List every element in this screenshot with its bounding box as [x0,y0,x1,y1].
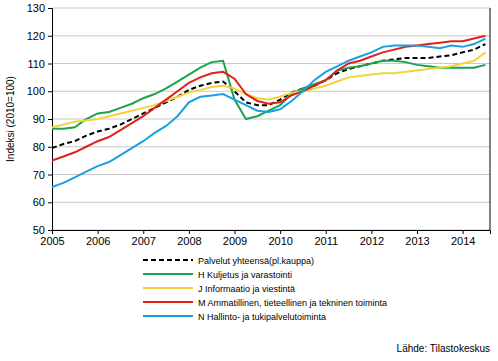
y-tick-mark [48,91,52,92]
legend-label: H Kuljetus ja varastointi [198,270,292,280]
x-tick-mark [326,230,327,234]
x-tick-label: 2006 [86,235,110,247]
x-tick-label: 2013 [405,235,429,247]
frame [490,8,491,230]
y-tick: 90 [33,113,52,125]
x-tick-mark [52,230,53,234]
x-tick-mark [417,230,418,234]
legend-label: J Informaatio ja viestintä [198,284,295,294]
x-tick-label: 2010 [268,235,292,247]
grid-line [52,8,490,9]
grid-line [52,35,490,36]
grid-line [52,146,490,147]
grid-line [52,174,490,175]
y-tick-mark [48,64,52,65]
x-tick-mark [189,230,190,234]
y-tick-label: 130 [27,2,45,14]
source: Lähde: Tilastokeskus [397,343,490,354]
y-tick-label: 100 [27,85,45,97]
y-tick-mark [48,119,52,120]
series-line [52,36,485,161]
y-tick-mark [48,175,52,176]
y-axis: 5060708090100110120130 [27,2,53,236]
grid-line [52,63,490,64]
y-tick-mark [48,8,52,9]
legend-label: M Ammatillinen, tieteellinen ja tekninen… [198,298,387,308]
x-tick-mark [371,230,372,234]
y-tick-label: 80 [33,141,45,153]
y-tick: 120 [27,30,52,42]
y-tick: 70 [33,169,52,181]
grid-line [52,202,490,203]
lines [52,36,485,187]
legend: Palvelut yhteensä(pl.kauppa) H Kuljetus j… [143,256,387,322]
x-tick: 2006 [86,230,110,247]
y-tick: 110 [27,58,52,70]
x-tick-mark [280,230,281,234]
y-tick: 80 [33,141,52,153]
legend-swatch [143,273,193,275]
y-tick-label: 110 [27,58,45,70]
x-tick-label: 2008 [177,235,201,247]
legend-swatch [143,315,193,317]
grid-line [52,91,490,92]
x-tick: 2012 [360,230,384,247]
chart: 5060708090100110120130200520062007200820… [0,0,498,361]
x-tick-mark [463,230,464,234]
series-line [52,39,485,187]
y-tick-mark [48,230,52,231]
y-tick-label: 120 [27,30,45,42]
x-tick-label: 2007 [132,235,156,247]
x-tick: 2011 [314,230,338,247]
x-axis: 2005 2006 2007 2008 2009 2010 2011 2012 2013 2014 [40,230,490,247]
legend-swatch [143,287,193,289]
x-tick-label: 2011 [314,235,338,247]
x-tick-label: 2014 [451,235,475,247]
y-axis-title: Indeksi (2010=100) [5,76,16,162]
legend-label: Palvelut yhteensä(pl.kauppa) [198,256,314,266]
y-tick-label: 90 [33,113,45,125]
y-tick-mark [48,36,52,37]
x-tick: 2013 [405,230,429,247]
y-tick: 100 [27,85,52,97]
y-tick-mark [48,147,52,148]
x-tick-mark [235,230,236,234]
y-tick: 130 [27,2,52,14]
x-tick: 2007 [132,230,156,247]
series-line [52,52,485,127]
y-tick: 60 [33,196,52,208]
x-tick-label: 2005 [40,235,64,247]
y-tick-label: 70 [33,169,45,181]
x-tick-label: 2012 [360,235,384,247]
grid-line [52,119,490,120]
y-axis-line [48,9,53,231]
x-tick: 2008 [177,230,201,247]
x-tick: 2014 [451,230,475,247]
legend-label: N Hallinto- ja tukipalvelutoiminta [198,312,326,322]
grid [52,8,490,230]
x-tick-mark [98,230,99,234]
x-tick: 2005 [40,230,64,247]
x-tick: 2009 [223,230,247,247]
y-tick-mark [48,202,52,203]
legend-swatch [143,301,193,303]
x-tick: 2010 [268,230,292,247]
legend-swatch [143,259,193,261]
y-tick-label: 60 [33,196,45,208]
x-axis-line [53,231,491,235]
x-tick-mark [143,230,144,234]
x-tick-label: 2009 [223,235,247,247]
